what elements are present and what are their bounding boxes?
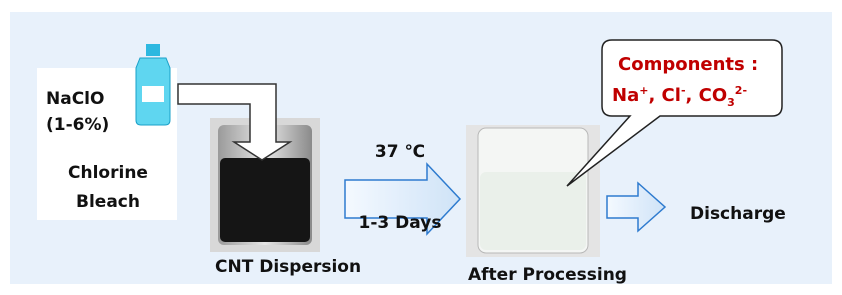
ion-charge: + xyxy=(639,84,648,97)
bleach-name: NaClO xyxy=(46,89,104,109)
separator: , xyxy=(648,85,661,106)
callout-title: Components : xyxy=(618,54,758,75)
bleach-label: Bleach xyxy=(76,192,140,212)
sample-label: CNT Dispersion xyxy=(215,257,361,277)
ion-symbol: Na xyxy=(612,85,639,106)
ion-list: Na+, Cl-, CO32- xyxy=(612,84,747,109)
bleach-label: Chlorine xyxy=(68,163,148,183)
temperature: 37 ℃ xyxy=(375,142,425,162)
ion-symbol: CO xyxy=(699,85,728,106)
processed-beaker xyxy=(466,125,600,257)
ion-symbol: Cl xyxy=(662,85,681,106)
duration: 1-3 Days xyxy=(359,213,442,233)
ion-subscript: 3 xyxy=(727,96,735,109)
result-label: After Processing xyxy=(468,265,627,285)
ion-charge: 2- xyxy=(735,84,747,97)
diagram: NaClO (1-6%) Chlorine Bleach CNT Dispers… xyxy=(0,0,842,295)
output-label: Discharge xyxy=(690,204,786,224)
separator: , xyxy=(686,85,699,106)
bleach-concentration: (1-6%) xyxy=(46,115,109,135)
